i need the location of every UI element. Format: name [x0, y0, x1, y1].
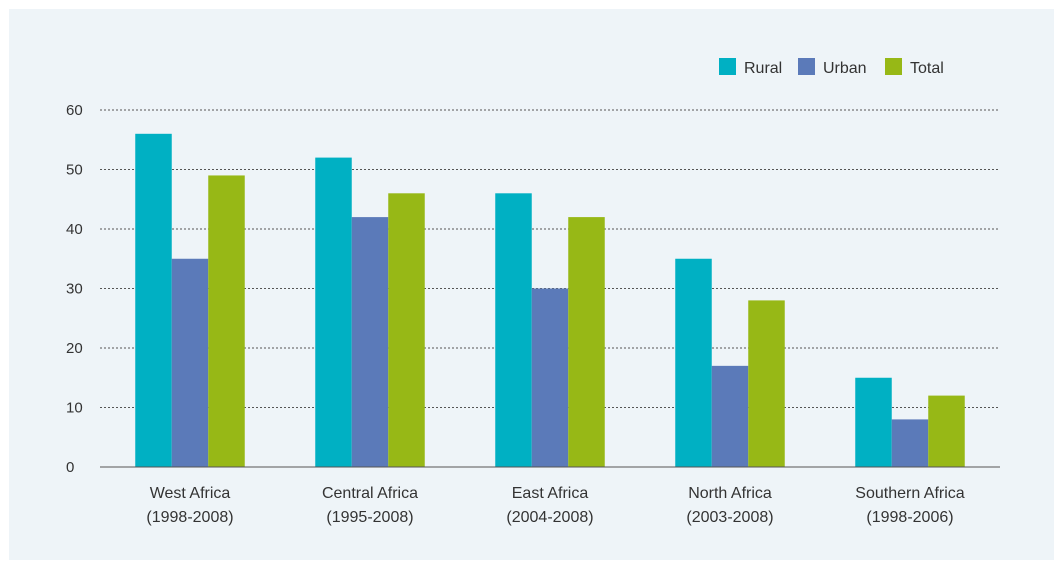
bars [135, 133, 965, 468]
legend-label-rural: Rural [744, 60, 782, 77]
bar-total-3 [748, 300, 785, 467]
bar-urban-3 [711, 365, 749, 467]
y-tick-label: 10 [66, 400, 83, 417]
category-period-label: (2003-2008) [686, 509, 773, 526]
legend-label-urban: Urban [823, 60, 867, 77]
y-tick-label: 30 [66, 281, 83, 298]
y-tick-label: 20 [66, 340, 83, 357]
category-period-label: (1998-2006) [866, 509, 953, 526]
y-tick-label: 0 [66, 459, 74, 476]
bar-urban-1 [351, 217, 389, 467]
category-label: West Africa [150, 485, 231, 502]
y-axis-ticks: 0 10 20 30 40 50 60 [66, 102, 83, 476]
category-period-label: (2004-2008) [506, 509, 593, 526]
bar-total-4 [928, 395, 965, 467]
bar-urban-2 [531, 288, 569, 467]
bar-total-0 [208, 175, 245, 467]
legend-swatch-rural [719, 58, 736, 75]
legend-label-total: Total [910, 60, 944, 77]
category-label: Southern Africa [855, 485, 965, 502]
y-tick-label: 50 [66, 162, 83, 179]
bar-urban-4 [891, 419, 929, 467]
y-tick-label: 40 [66, 221, 83, 238]
category-period-label: (1998-2008) [146, 509, 233, 526]
legend: Rural Urban Total [719, 58, 944, 77]
x-axis-labels: West Africa (1998-2008) Central Africa (199… [146, 485, 964, 526]
category-label: North Africa [688, 485, 772, 502]
bar-total-1 [388, 193, 425, 468]
category-label: Central Africa [322, 485, 418, 502]
category-label: East Africa [512, 485, 589, 502]
bar-urban-0 [171, 258, 209, 467]
bar-rural-2 [495, 193, 532, 468]
bar-rural-0 [135, 133, 172, 468]
bar-rural-4 [855, 377, 892, 467]
category-period-label: (1995-2008) [326, 509, 413, 526]
bar-rural-1 [315, 157, 352, 467]
legend-swatch-total [885, 58, 902, 75]
legend-swatch-urban [798, 58, 815, 75]
y-tick-label: 60 [66, 102, 83, 119]
bar-total-2 [568, 217, 605, 467]
bar-rural-3 [675, 258, 712, 467]
